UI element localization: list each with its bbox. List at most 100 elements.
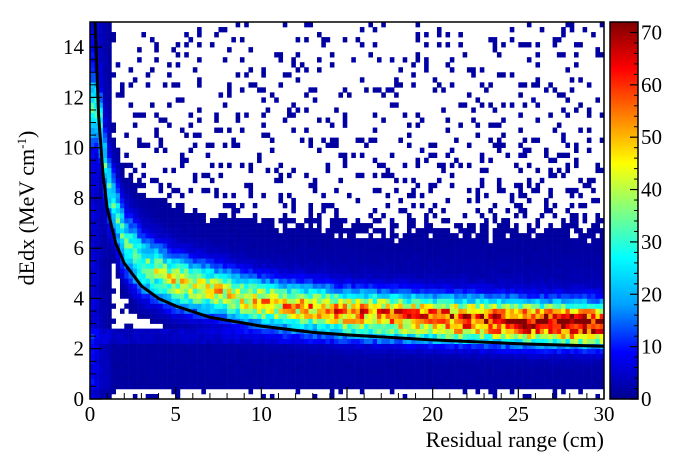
heatmap-cell [432, 182, 438, 189]
heatmap-cell [556, 278, 562, 284]
heatmap-cell [115, 172, 121, 179]
heatmap-cell [329, 228, 335, 234]
heatmap-cell [107, 177, 112, 184]
heatmap-cell [218, 92, 224, 98]
heatmap-cell [162, 283, 168, 289]
heatmap-cell [257, 258, 262, 264]
heatmap-cell [385, 298, 391, 304]
heatmap-cell [599, 293, 605, 299]
heatmap-cell [561, 273, 566, 279]
heatmap-cell [441, 167, 446, 174]
heatmap-cell [167, 228, 172, 234]
heatmap-cell [338, 288, 344, 294]
heatmap-cell [582, 213, 588, 219]
heatmap-cell [415, 378, 421, 385]
heatmap-cell [252, 353, 258, 360]
heatmap-cell [415, 313, 421, 319]
heatmap-cell [599, 263, 605, 269]
heatmap-cell [201, 223, 206, 229]
heatmap-cell [274, 253, 279, 259]
heatmap-cell [98, 182, 104, 189]
heatmap-cell [107, 308, 112, 314]
heatmap-cell [179, 313, 185, 319]
heatmap-cell [252, 368, 258, 375]
heatmap-cell [90, 228, 95, 234]
heatmap-cell [137, 213, 142, 219]
heatmap-cell [239, 263, 245, 269]
heatmap-cell [171, 207, 176, 214]
heatmap-cell [94, 273, 99, 279]
heatmap-cell [548, 167, 553, 174]
heatmap-cell [197, 273, 202, 279]
heatmap-cell [406, 323, 412, 329]
heatmap-cell [582, 333, 588, 339]
heatmap-cell [128, 213, 134, 219]
heatmap-cell [102, 47, 108, 53]
heatmap-cell [149, 248, 155, 254]
heatmap-cell [411, 268, 416, 274]
heatmap-cell [535, 353, 541, 360]
heatmap-cell [488, 333, 493, 339]
heatmap-cell [98, 318, 104, 324]
heatmap-cell [539, 363, 545, 370]
heatmap-cell [257, 87, 262, 93]
heatmap-cell [145, 213, 151, 219]
heatmap-cell [227, 293, 232, 299]
heatmap-cell [94, 152, 99, 159]
heatmap-cell [428, 142, 433, 148]
heatmap-cell [179, 253, 185, 259]
heatmap-cell [355, 223, 361, 229]
heatmap-cell [355, 263, 361, 269]
heatmap-cell [355, 37, 361, 43]
heatmap-cell [338, 253, 344, 259]
heatmap-cell [171, 383, 176, 390]
heatmap-cell [257, 233, 262, 239]
heatmap-cell [184, 228, 189, 234]
heatmap-cell [518, 152, 523, 159]
heatmap-cell [278, 253, 284, 259]
heatmap-cell [179, 218, 185, 224]
heatmap-cell [282, 348, 288, 355]
heatmap-cell [441, 273, 446, 279]
heatmap-cell [201, 248, 206, 254]
heatmap-cell [244, 363, 249, 370]
heatmap-cell [102, 378, 108, 385]
heatmap-cell [544, 207, 549, 214]
heatmap-cell [248, 298, 254, 304]
heatmap-cell [282, 253, 288, 259]
heatmap-cell [402, 112, 408, 118]
heatmap-cell [561, 132, 566, 138]
heatmap-cell [471, 268, 476, 274]
heatmap-cell [428, 238, 433, 244]
heatmap-cell [111, 187, 116, 194]
heatmap-cell [282, 228, 288, 234]
heatmap-cell [548, 157, 553, 164]
heatmap-cell [132, 202, 138, 209]
heatmap-cell [107, 323, 112, 329]
heatmap-cell [565, 238, 571, 244]
heatmap-cell [141, 233, 146, 239]
heatmap-cell [205, 363, 211, 370]
heatmap-cell [107, 32, 112, 38]
heatmap-cell [334, 142, 339, 148]
heatmap-cell [411, 72, 416, 78]
heatmap-cell [184, 248, 189, 254]
heatmap-cell [569, 218, 575, 224]
heatmap-cell [119, 338, 125, 345]
heatmap-cell [359, 378, 365, 385]
heatmap-cell [368, 52, 373, 58]
heatmap-cell [102, 363, 108, 370]
heatmap-cell [372, 137, 378, 143]
heatmap-cell [505, 363, 511, 370]
heatmap-cell [175, 333, 181, 339]
heatmap-cell [154, 333, 159, 339]
heatmap-cell [304, 37, 309, 43]
heatmap-cell [449, 258, 455, 264]
heatmap-cell [548, 318, 553, 324]
heatmap-cell [419, 278, 425, 284]
heatmap-cell [376, 238, 382, 244]
heatmap-cell [359, 293, 365, 299]
heatmap-cell [132, 293, 138, 299]
heatmap-cell [239, 258, 245, 264]
heatmap-cell [586, 378, 592, 385]
